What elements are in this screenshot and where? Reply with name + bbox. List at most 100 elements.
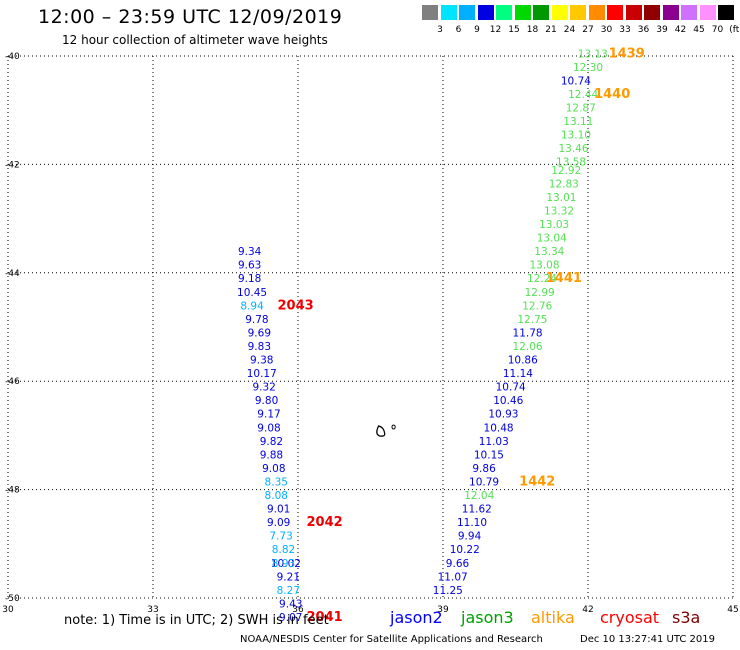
wave-height-value: 10.02 xyxy=(271,558,301,570)
timestamp-text: Dec 10 13:27:41 UTC 2019 xyxy=(580,634,715,645)
wave-height-value: 9.88 xyxy=(260,449,283,461)
scale-label: 24 xyxy=(563,25,576,35)
scale-label: 15 xyxy=(508,25,520,35)
scale-swatch xyxy=(514,5,531,20)
wave-height-value: 9.34 xyxy=(238,246,262,258)
x-tick-label: 42 xyxy=(582,605,593,615)
scale-swatch xyxy=(477,5,494,20)
wave-height-value: 9.08 xyxy=(257,422,280,434)
satellite-legend-altika: altika xyxy=(531,608,575,627)
wave-height-value: 9.18 xyxy=(238,273,261,285)
wave-height-value: 9.78 xyxy=(245,314,268,326)
scale-label: 36 xyxy=(637,25,650,35)
wave-height-value: 12.30 xyxy=(573,62,603,74)
scale-label: 70 xyxy=(711,25,724,35)
scale-label: 18 xyxy=(526,25,539,35)
wave-height-value: 8.08 xyxy=(265,490,288,502)
island-outline xyxy=(376,425,386,437)
wave-height-value: 10.17 xyxy=(247,368,277,380)
scale-label: 12 xyxy=(489,25,502,35)
wave-height-value: 9.63 xyxy=(238,260,261,272)
wave-height-value: 12.83 xyxy=(549,178,579,190)
wave-height-value: 9.01 xyxy=(267,504,290,516)
footer-note: note: 1) Time is in UTC; 2) SWH is in fe… xyxy=(64,613,329,628)
wave-height-value: 12.92 xyxy=(551,165,581,177)
wave-height-value: 10.48 xyxy=(484,422,514,434)
wave-height-value: 9.21 xyxy=(277,571,300,583)
wave-height-value: 9.82 xyxy=(260,436,283,448)
scale-swatch xyxy=(551,5,568,20)
wave-height-value: 11.78 xyxy=(513,327,543,339)
wave-height-value: 12.44 xyxy=(568,89,598,101)
wave-height-value: 12.24 xyxy=(527,273,557,285)
scale-swatch xyxy=(570,5,586,20)
scale-label: (ft) xyxy=(729,25,740,35)
scale-label: 9 xyxy=(474,25,480,35)
wave-height-value: 10.86 xyxy=(508,355,538,367)
pass-time-label: 2041 xyxy=(306,610,342,625)
wave-height-value: 13.10 xyxy=(561,130,591,142)
page-subtitle: 12 hour collection of altimeter wave hei… xyxy=(62,33,328,47)
wave-height-value: 9.07 xyxy=(279,612,302,624)
wave-height-value: 9.38 xyxy=(250,355,273,367)
scale-label: 45 xyxy=(693,25,705,35)
y-tick-label: -46 xyxy=(5,377,20,387)
wave-height-value: 12.06 xyxy=(513,341,543,353)
wave-height-value: 12.87 xyxy=(566,102,596,114)
wave-height-value: 9.17 xyxy=(257,409,280,421)
wave-height-value: 11.25 xyxy=(433,585,463,597)
pass-time-label: 2042 xyxy=(306,515,342,530)
wave-height-value: 13.13 xyxy=(578,48,608,60)
x-tick-label: 33 xyxy=(147,605,158,615)
scale-swatch xyxy=(588,5,605,20)
y-tick-label: -48 xyxy=(5,486,20,496)
x-tick-label: 36 xyxy=(292,605,304,615)
pass-time-label: 1442 xyxy=(519,474,555,489)
wave-height-value: 7.73 xyxy=(269,531,292,543)
wave-height-value: 9.86 xyxy=(472,463,496,475)
scale-label: 6 xyxy=(455,25,462,35)
wave-height-value: 8.93 xyxy=(272,558,295,570)
scale-label: 27 xyxy=(582,25,594,35)
wave-height-value: 9.32 xyxy=(252,382,275,394)
wave-height-value: 13.11 xyxy=(563,116,593,128)
wave-height-value: 13.04 xyxy=(537,233,567,245)
wave-height-value: 10.93 xyxy=(488,409,518,421)
scale-swatch xyxy=(607,5,623,20)
wave-height-value: 10.45 xyxy=(237,287,267,299)
scale-swatch xyxy=(699,5,716,20)
wave-height-value: 10.74 xyxy=(561,75,591,87)
island-outline xyxy=(391,424,396,430)
scale-label: 39 xyxy=(656,25,668,35)
scale-swatch xyxy=(496,5,512,20)
wave-height-value: 9.80 xyxy=(255,395,278,407)
wave-height-value: 10.46 xyxy=(493,395,523,407)
wave-height-value: 8.27 xyxy=(277,585,300,597)
scale-label: 33 xyxy=(619,25,631,35)
y-tick-label: -42 xyxy=(5,160,20,170)
scale-swatch xyxy=(662,5,679,20)
wave-height-value: 10.79 xyxy=(469,476,499,488)
wave-height-value: 13.03 xyxy=(539,219,569,231)
scale-swatch xyxy=(644,5,660,20)
scale-swatch xyxy=(459,5,475,20)
wave-height-value: 11.07 xyxy=(438,571,468,583)
scale-label: 42 xyxy=(674,25,687,35)
wave-height-value: 8.82 xyxy=(272,544,295,556)
satellite-legend-s3a: s3a xyxy=(672,608,701,627)
pass-time-label: 1440 xyxy=(594,87,630,102)
wave-height-value: 12.99 xyxy=(525,287,555,299)
scale-swatch xyxy=(422,5,438,20)
scale-swatch xyxy=(533,5,549,20)
y-tick-label: -40 xyxy=(5,52,20,62)
scale-label: 3 xyxy=(437,25,443,35)
credit-text: NOAA/NESDIS Center for Satellite Applica… xyxy=(240,634,543,645)
wave-height-value: 9.08 xyxy=(262,463,285,475)
wave-height-value: 13.34 xyxy=(534,246,564,258)
pass-time-label: 1441 xyxy=(546,271,582,286)
wave-height-value: 9.83 xyxy=(248,341,271,353)
wave-height-value: 8.35 xyxy=(265,476,288,488)
x-tick-label: 45 xyxy=(727,605,738,615)
scale-swatch xyxy=(440,5,457,20)
